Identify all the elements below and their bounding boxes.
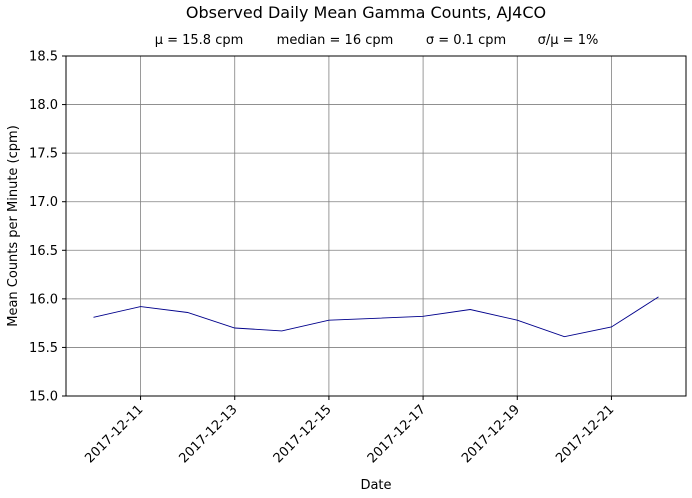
grid — [66, 55, 686, 397]
stat-sigma: σ = 0.1 cpm — [426, 33, 506, 48]
stat-cv: σ/μ = 1% — [538, 33, 599, 48]
y-tick-label: 16.0 — [29, 292, 58, 307]
series-layer — [93, 296, 659, 338]
x-tick-label: 2017-12-19 — [459, 402, 523, 466]
plot-frame — [65, 55, 687, 397]
x-tick-label: 2017-12-17 — [365, 402, 429, 466]
x-axis-label: Date — [360, 478, 391, 493]
y-tick-label: 18.0 — [29, 98, 58, 113]
stat-median: median = 16 cpm — [277, 33, 394, 48]
y-tick-label: 17.0 — [29, 195, 58, 210]
series-line — [93, 296, 659, 338]
x-tick-label: 2017-12-21 — [553, 402, 617, 466]
x-tick-label: 2017-12-11 — [82, 402, 146, 466]
y-tick-label: 17.5 — [29, 147, 58, 162]
y-tick-label: 15.5 — [29, 341, 58, 356]
y-tick-label: 16.5 — [29, 244, 58, 259]
x-tick-label: 2017-12-13 — [177, 402, 241, 466]
chart-title: Observed Daily Mean Gamma Counts, AJ4CO — [186, 3, 546, 22]
x-tick-label: 2017-12-15 — [271, 402, 335, 466]
y-axis-label: Mean Counts per Minute (cpm) — [6, 125, 21, 327]
y-tick-label: 15.0 — [29, 390, 58, 405]
stat-mean: μ = 15.8 cpm — [155, 33, 244, 48]
y-tick-label: 18.5 — [29, 50, 58, 65]
ticks: 15.0 15.5 16.0 16.5 17.0 17.5 18.0 18.5 2017-12-… — [29, 50, 617, 467]
